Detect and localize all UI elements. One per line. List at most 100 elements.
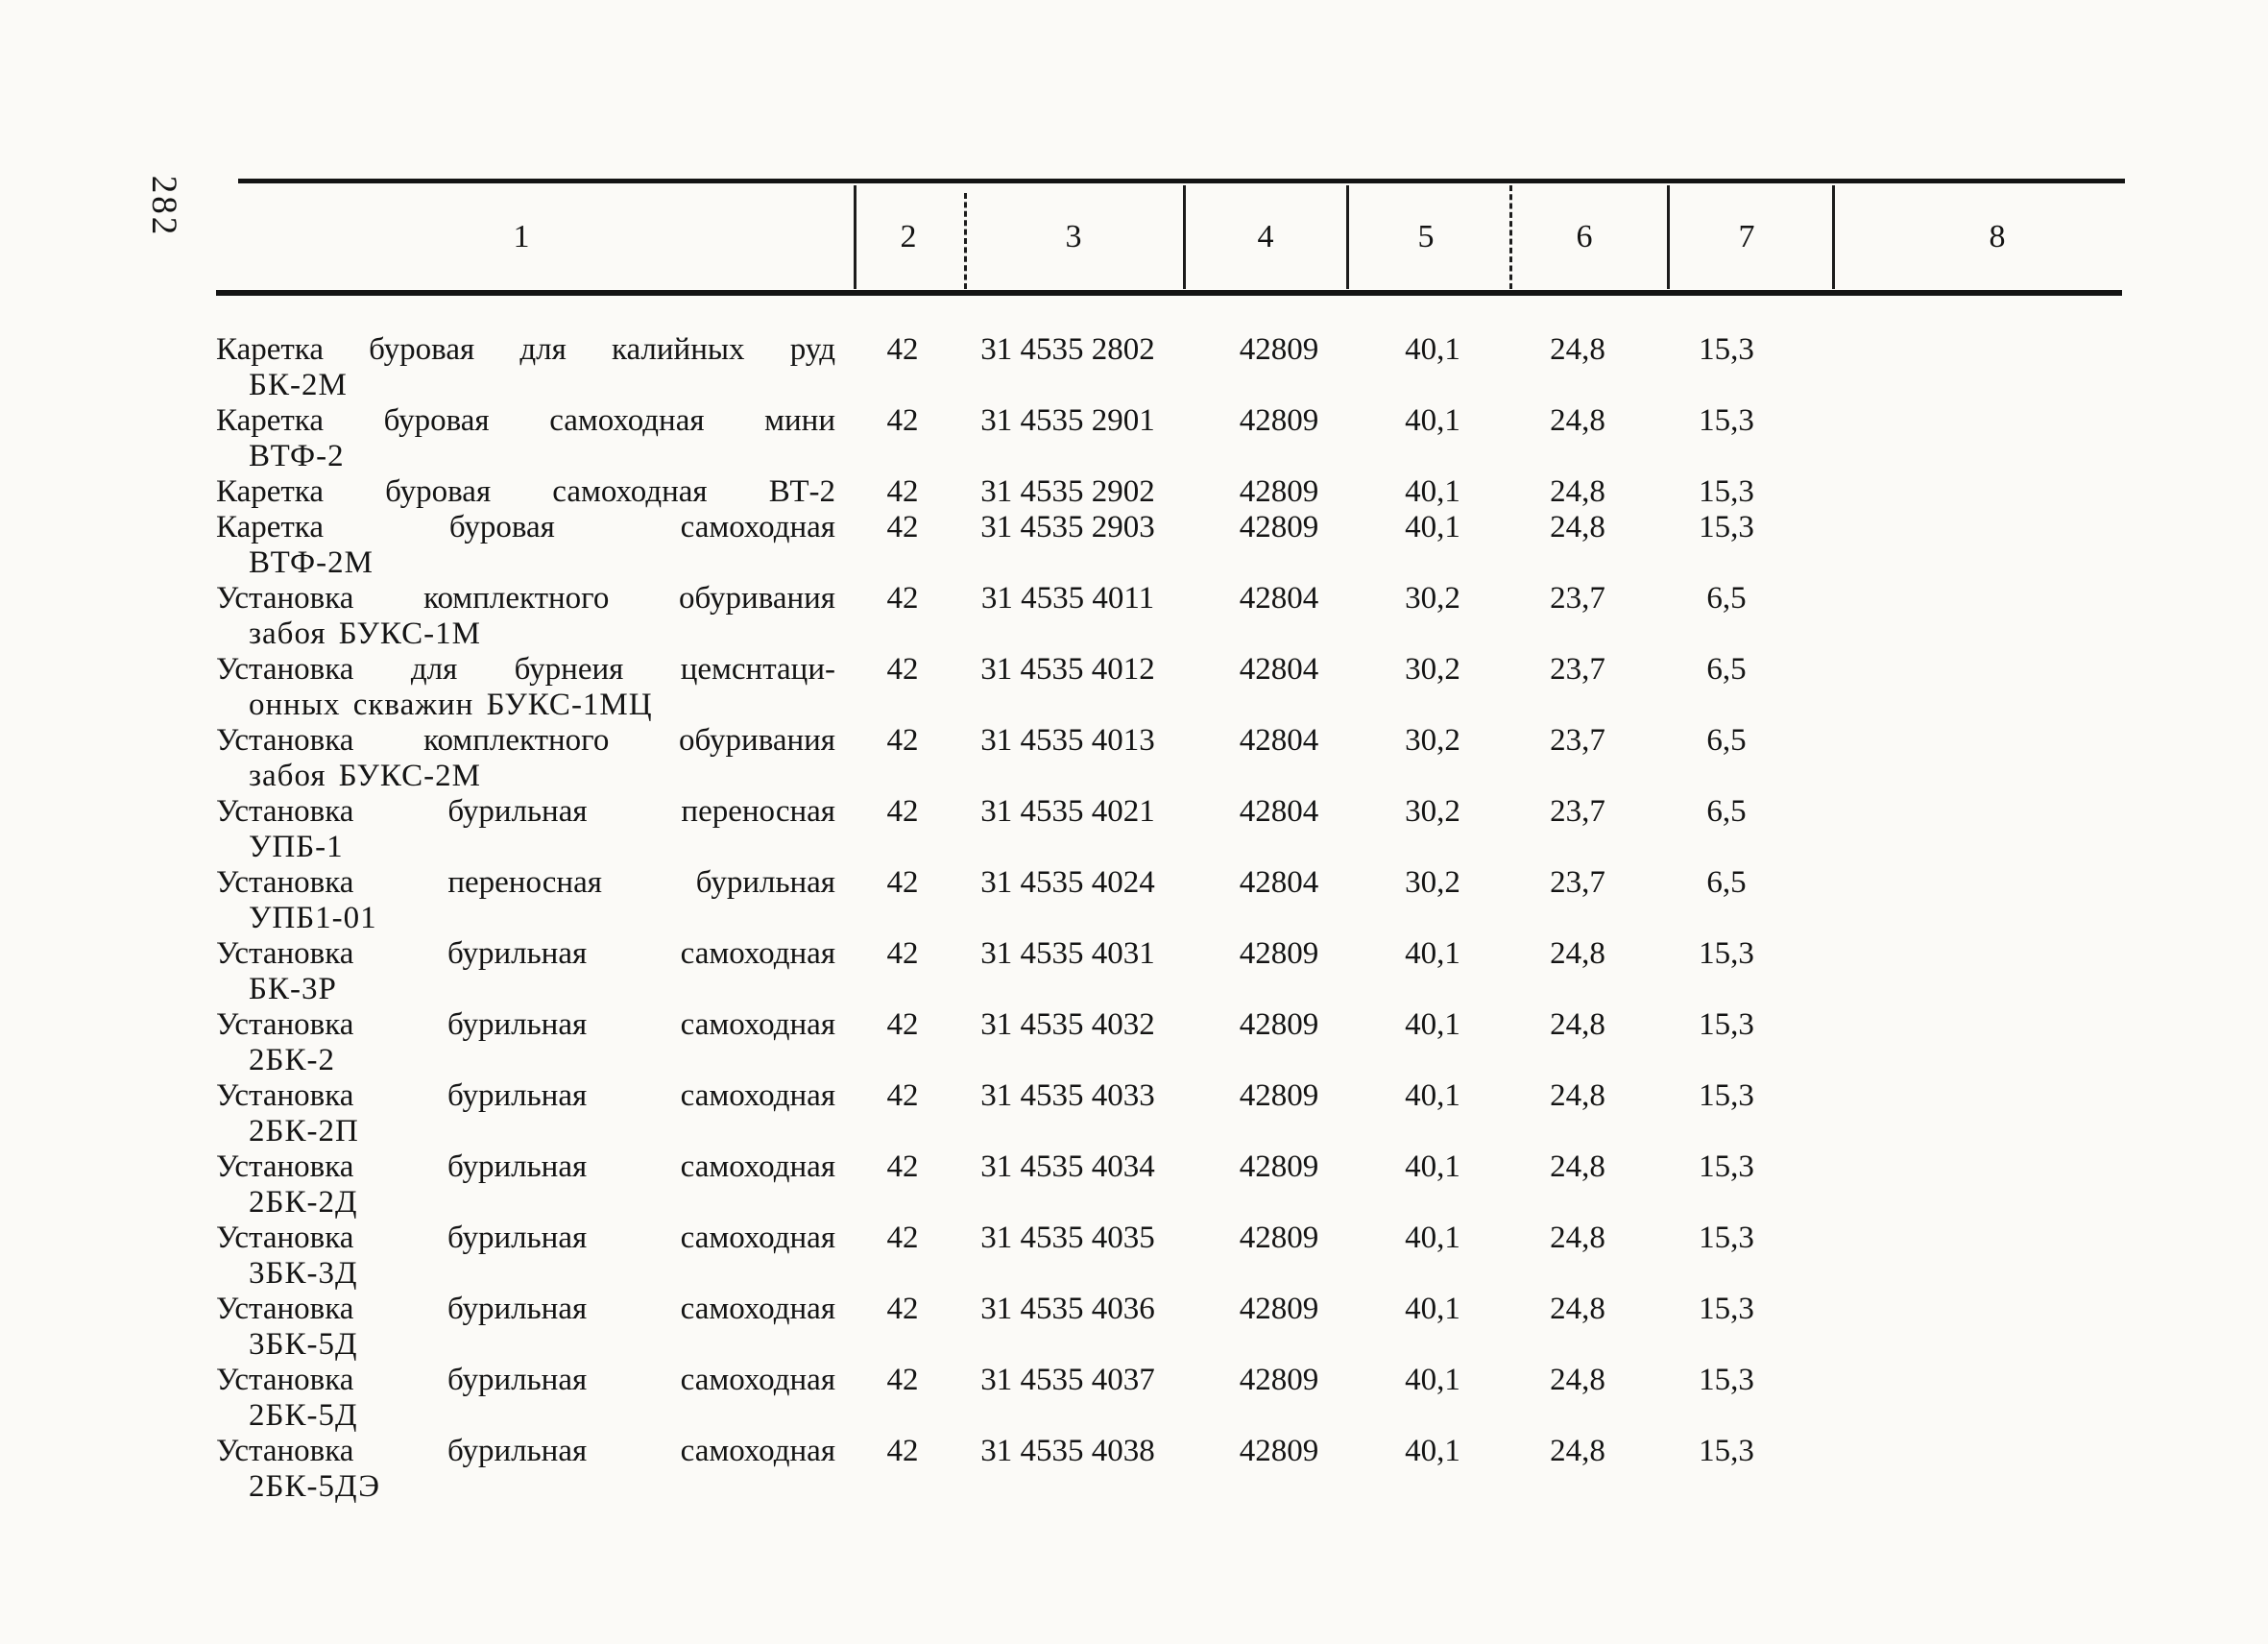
cell-col-3: 31 4535 4034 <box>980 1149 1155 1184</box>
cell-col-3: 31 4535 2802 <box>980 332 1155 367</box>
cell-col-4: 42809 <box>1239 1007 1319 1042</box>
item-name-line-1: Установка бурильная самоходная <box>216 1149 835 1184</box>
cell-col-6: 24,8 <box>1550 1363 1605 1397</box>
cell-col-4: 42809 <box>1239 1292 1319 1326</box>
table-row: Установка бурильная самоходная БК-3Р 42 … <box>0 936 2268 1007</box>
item-name: Установка бурильная самоходная 2БК-2 <box>216 1007 835 1078</box>
item-name-line-2: 2БК-5Д <box>249 1398 358 1433</box>
cell-col-5: 40,1 <box>1405 332 1460 367</box>
cell-col-5: 30,2 <box>1405 652 1460 687</box>
cell-col-5: 40,1 <box>1405 1221 1460 1255</box>
table-row: Установка бурильная самоходная 3БК-3Д 42… <box>0 1221 2268 1292</box>
item-name: Установка комплектного обуривания забоя … <box>216 723 835 794</box>
cell-col-7: 6,5 <box>1706 723 1747 758</box>
cell-col-5: 40,1 <box>1405 1078 1460 1113</box>
item-name: Установка бурильная самоходная 2БК-5Д <box>216 1363 835 1434</box>
table-row: Установка бурильная самоходная 3БК-5Д 42… <box>0 1292 2268 1363</box>
table-header-bottom-rule <box>216 290 2122 296</box>
cell-col-3: 31 4535 2902 <box>980 474 1155 509</box>
column-header-7: 7 <box>1738 219 1755 254</box>
cell-col-4: 42809 <box>1239 510 1319 544</box>
column-header-3: 3 <box>1065 219 1082 254</box>
item-name-line-2: УПБ1-01 <box>249 901 377 935</box>
cell-col-7: 15,3 <box>1699 403 1754 438</box>
column-header-2: 2 <box>900 219 917 254</box>
item-name-line-1: Каретка буровая самоходная ВТ-2 <box>216 474 835 509</box>
cell-col-4: 42809 <box>1239 936 1319 971</box>
cell-col-7: 15,3 <box>1699 1078 1754 1113</box>
cell-col-3: 31 4535 4021 <box>980 794 1155 829</box>
item-name-line-1: Установка бурильная самоходная <box>216 1434 835 1468</box>
cell-col-5: 30,2 <box>1405 865 1460 900</box>
cell-col-4: 42809 <box>1239 1363 1319 1397</box>
table-row: Каретка буровая для калийных руд БК-2М 4… <box>0 332 2268 403</box>
cell-col-2: 42 <box>886 794 919 829</box>
column-divider <box>1667 185 1670 289</box>
cell-col-5: 40,1 <box>1405 1363 1460 1397</box>
item-name: Установка бурильная самоходная 2БК-2Д <box>216 1149 835 1221</box>
item-name-line-2: ВТФ-2 <box>249 439 345 473</box>
item-name-line-2: ВТФ-2М <box>249 545 374 580</box>
column-divider <box>854 185 857 289</box>
table-row: Каретка буровая самоходная ВТ-2 42 31 45… <box>0 474 2268 510</box>
table-row: Установка для бурнеия цемснтаци- онных с… <box>0 652 2268 723</box>
item-name-line-2: 2БК-2 <box>249 1043 335 1077</box>
cell-col-7: 15,3 <box>1699 1292 1754 1326</box>
item-name-line-1: Установка бурильная переносная <box>216 794 835 829</box>
cell-col-5: 40,1 <box>1405 474 1460 509</box>
column-divider <box>1832 185 1835 289</box>
cell-col-3: 31 4535 4038 <box>980 1434 1155 1468</box>
cell-col-2: 42 <box>886 403 919 438</box>
table-row: Каретка буровая самоходная мини ВТФ-2 42… <box>0 403 2268 474</box>
cell-col-6: 24,8 <box>1550 510 1605 544</box>
cell-col-6: 24,8 <box>1550 403 1605 438</box>
cell-col-7: 15,3 <box>1699 510 1754 544</box>
column-header-4: 4 <box>1257 219 1274 254</box>
cell-col-4: 42809 <box>1239 1434 1319 1468</box>
cell-col-7: 15,3 <box>1699 332 1754 367</box>
item-name-line-1: Установка комплектного обуривания <box>216 723 835 758</box>
cell-col-2: 42 <box>886 723 919 758</box>
table-row: Установка комплектного обуривания забоя … <box>0 723 2268 794</box>
item-name-line-1: Установка бурильная самоходная <box>216 1007 835 1042</box>
item-name-line-1: Установка комплектного обуривания <box>216 581 835 616</box>
cell-col-6: 24,8 <box>1550 1434 1605 1468</box>
item-name-line-2: забоя БУКС-1М <box>249 616 481 651</box>
item-name-line-1: Установка переносная бурильная <box>216 865 835 900</box>
cell-col-3: 31 4535 4012 <box>980 652 1155 687</box>
cell-col-2: 42 <box>886 1007 919 1042</box>
cell-col-5: 40,1 <box>1405 510 1460 544</box>
item-name-line-1: Каретка буровая самоходная <box>216 510 835 544</box>
cell-col-6: 24,8 <box>1550 1221 1605 1255</box>
cell-col-3: 31 4535 4011 <box>980 581 1155 616</box>
cell-col-6: 24,8 <box>1550 1007 1605 1042</box>
table-row: Установка переносная бурильная УПБ1-01 4… <box>0 865 2268 936</box>
item-name: Установка комплектного обуривания забоя … <box>216 581 835 652</box>
column-divider <box>1346 185 1349 289</box>
cell-col-5: 40,1 <box>1405 1007 1460 1042</box>
cell-col-3: 31 4535 4031 <box>980 936 1155 971</box>
item-name-line-2: 3БК-3Д <box>249 1256 358 1291</box>
cell-col-3: 31 4535 4013 <box>980 723 1155 758</box>
cell-col-2: 42 <box>886 1149 919 1184</box>
cell-col-6: 23,7 <box>1550 652 1605 687</box>
cell-col-6: 24,8 <box>1550 1292 1605 1326</box>
cell-col-6: 24,8 <box>1550 936 1605 971</box>
item-name: Установка переносная бурильная УПБ1-01 <box>216 865 835 936</box>
cell-col-5: 30,2 <box>1405 794 1460 829</box>
item-name: Установка бурильная самоходная 2БК-2П <box>216 1078 835 1149</box>
column-header-8: 8 <box>1989 219 2006 254</box>
item-name: Установка бурильная самоходная 2БК-5ДЭ <box>216 1434 835 1505</box>
item-name-line-2: БК-2М <box>249 368 348 402</box>
item-name: Установка для бурнеия цемснтаци- онных с… <box>216 652 835 723</box>
column-header-6: 6 <box>1576 219 1593 254</box>
cell-col-6: 24,8 <box>1550 1149 1605 1184</box>
table-row: Каретка буровая самоходная ВТФ-2М 42 31 … <box>0 510 2268 581</box>
cell-col-4: 42809 <box>1239 332 1319 367</box>
table-row: Установка бурильная самоходная 2БК-2П 42… <box>0 1078 2268 1149</box>
cell-col-5: 40,1 <box>1405 403 1460 438</box>
cell-col-3: 31 4535 4024 <box>980 865 1155 900</box>
item-name-line-1: Установка бурильная самоходная <box>216 1078 835 1113</box>
table-row: Установка бурильная самоходная 2БК-2Д 42… <box>0 1149 2268 1221</box>
cell-col-7: 15,3 <box>1699 1221 1754 1255</box>
